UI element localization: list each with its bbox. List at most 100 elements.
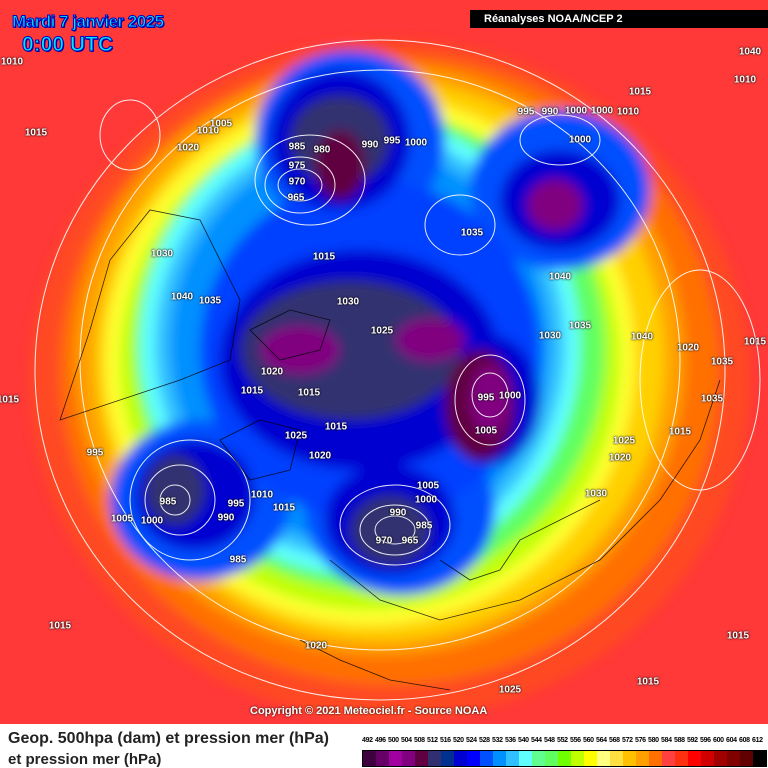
isobar-label: 990 [361, 139, 379, 151]
colorbar-swatch [610, 751, 623, 766]
isobar-label: 1015 [24, 127, 48, 139]
colorbar-swatch [363, 751, 376, 766]
isobar-label: 1035 [710, 356, 734, 368]
isobar-label: 1030 [538, 330, 562, 342]
colorbar-swatch [649, 751, 662, 766]
isobar-label: 1035 [568, 320, 592, 332]
colorbar-tick: 528 [479, 737, 490, 744]
isobar-label: 1015 [636, 676, 660, 688]
isobar-label: 1020 [608, 452, 632, 464]
colorbar-tick: 532 [492, 737, 503, 744]
isobar-label: 990 [541, 106, 559, 118]
isobar-label: 985 [288, 141, 306, 153]
colorbar-swatch [519, 751, 532, 766]
colorbar-swatch [584, 751, 597, 766]
isobar-label: 1015 [240, 385, 264, 397]
coastlines [59, 209, 721, 691]
colorbar-swatch [727, 751, 740, 766]
colorbar-tick: 492 [362, 737, 373, 744]
isobar-label: 985 [415, 520, 433, 532]
colorbar-swatch [415, 751, 428, 766]
isobar-label: 1015 [48, 620, 72, 632]
isobar-label: 1040 [738, 46, 762, 58]
isobar-label: 995 [383, 135, 401, 147]
colorbar-swatch [688, 751, 701, 766]
isobar-label: 1010 [0, 56, 24, 68]
isobar-label: 970 [375, 535, 393, 547]
colorbar-swatch [558, 751, 571, 766]
colorbar-tick: 504 [401, 737, 412, 744]
colorbar-swatch [714, 751, 727, 766]
colorbar-tick: 600 [713, 737, 724, 744]
isobar-label: 1020 [304, 640, 328, 652]
colorbar-swatch [545, 751, 558, 766]
geopotential-field [30, 39, 761, 720]
colorbar-swatch [571, 751, 584, 766]
colorbar-swatch [467, 751, 480, 766]
isobar-label: 970 [288, 176, 306, 188]
colorbar-tick: 572 [622, 737, 633, 744]
colorbar-tick: 608 [739, 737, 750, 744]
isobar-label: 1035 [198, 295, 222, 307]
colorbar-tick: 516 [440, 737, 451, 744]
isobar-label: 1040 [548, 271, 572, 283]
isobar-label: 1025 [612, 435, 636, 447]
colorbar [362, 750, 767, 767]
isobar-label: 1015 [0, 394, 20, 406]
isobar-label: 1025 [284, 430, 308, 442]
isobar-label: 995 [86, 447, 104, 459]
isobar-label: 1005 [209, 118, 233, 130]
colorbar-tick: 592 [687, 737, 698, 744]
isobar-label: 1030 [336, 296, 360, 308]
colorbar-tick: 544 [531, 737, 542, 744]
colorbar-tick: 524 [466, 737, 477, 744]
isobar-label: 1005 [110, 513, 134, 525]
isobar-label: 1015 [668, 426, 692, 438]
isobar-label: 1010 [616, 106, 640, 118]
colorbar-swatch [623, 751, 636, 766]
colorbar-tick: 496 [375, 737, 386, 744]
isobar-label: 1035 [460, 227, 484, 239]
isobar-label: 1005 [474, 425, 498, 437]
isobar-label: 1020 [308, 450, 332, 462]
map-time: 0:00 UTC [21, 33, 114, 57]
colorbar-swatch [480, 751, 493, 766]
isobar-label: 990 [389, 507, 407, 519]
source-banner: Réanalyses NOAA/NCEP 2 [470, 10, 768, 28]
colorbar-tick: 536 [505, 737, 516, 744]
colorbar-swatch [753, 751, 766, 766]
colorbar-swatch [454, 751, 467, 766]
isobar-label: 995 [477, 392, 495, 404]
isobar-label: 1000 [498, 390, 522, 402]
isobar-label: 1010 [733, 74, 757, 86]
isobar-label: 985 [159, 496, 177, 508]
colorbar-tick: 560 [583, 737, 594, 744]
isobar-label: 1000 [590, 105, 614, 117]
colorbar-tick: 512 [427, 737, 438, 744]
isobar-label: 1005 [416, 480, 440, 492]
colorbar-swatch [597, 751, 610, 766]
legend-subtitle: et pression mer (hPa) [8, 751, 162, 768]
isobar-label: 1000 [568, 134, 592, 146]
isobar-label: 1015 [726, 630, 750, 642]
isobar-label: 1010 [196, 125, 220, 137]
colorbar-swatch [675, 751, 688, 766]
isobar-label: 1015 [324, 421, 348, 433]
isobar-label: 990 [217, 512, 235, 524]
weather-map: Mardi 7 janvier 2025 0:00 UTC Réanalyses… [0, 0, 768, 724]
isobar-label: 1025 [370, 325, 394, 337]
colorbar-swatch [376, 751, 389, 766]
map-date: Mardi 7 janvier 2025 [12, 12, 165, 32]
colorbar-tick: 604 [726, 737, 737, 744]
colorbar-swatch [441, 751, 454, 766]
isobar-label: 1000 [414, 494, 438, 506]
isobar-label: 1015 [272, 502, 296, 514]
colorbar-tick: 588 [674, 737, 685, 744]
isobar-label: 1040 [170, 291, 194, 303]
colorbar-tick: 596 [700, 737, 711, 744]
isobar-label: 1015 [312, 251, 336, 263]
colorbar-tick: 500 [388, 737, 399, 744]
isobar-label: 1010 [250, 489, 274, 501]
isobar-label: 1000 [404, 137, 428, 149]
isobar-label: 1015 [297, 387, 321, 399]
